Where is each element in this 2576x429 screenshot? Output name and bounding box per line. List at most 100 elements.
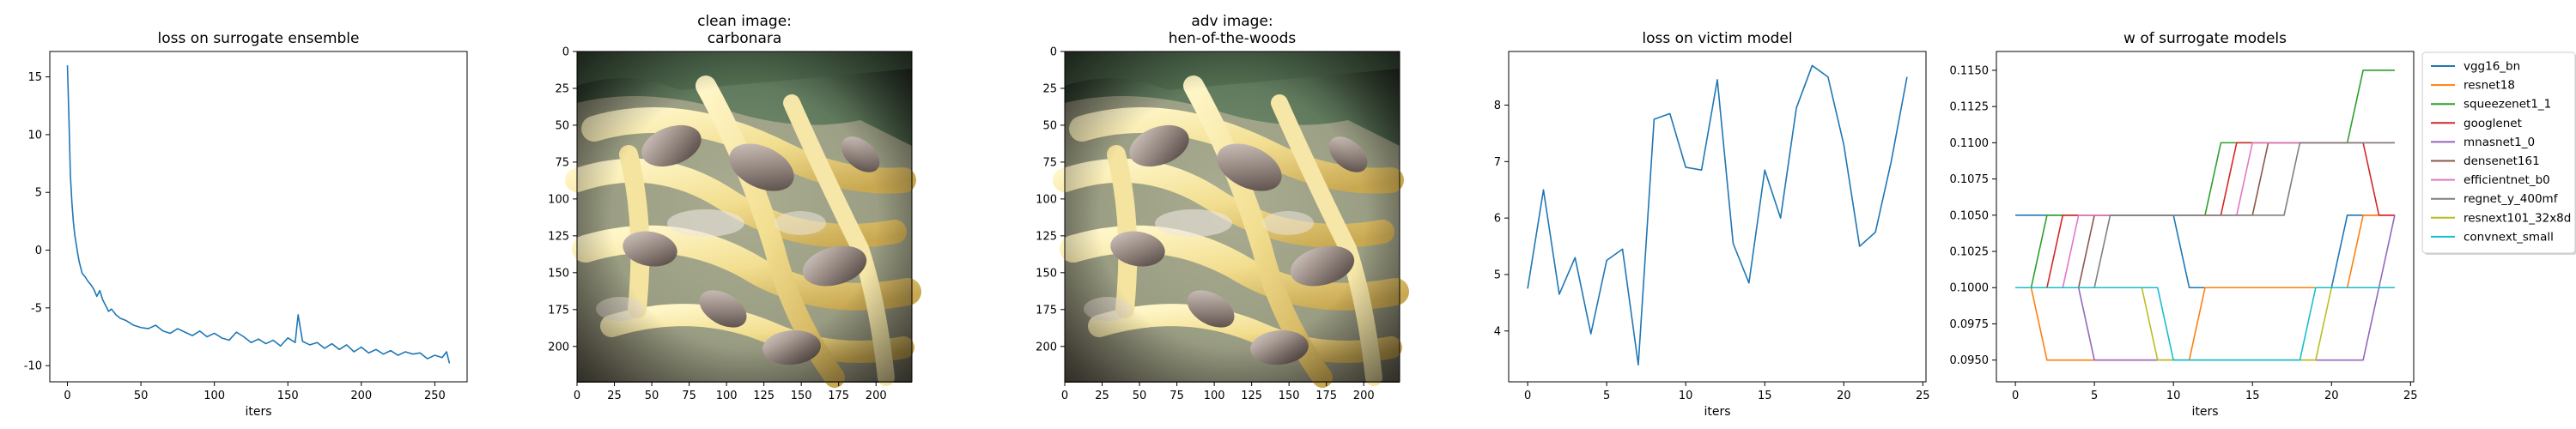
y-tick-label: 0.0950 bbox=[1950, 354, 1990, 367]
chart-title: adv image: hen-of-the-woods bbox=[1169, 13, 1297, 47]
chart-panel-4: w of surrogate models 0 5 10 15 20 25 0.0950 0.0… bbox=[1950, 30, 2576, 419]
x-tick-label: 5 bbox=[1603, 390, 1610, 402]
x-tick-label: 25 bbox=[1916, 390, 1930, 402]
legend-label: convnext_small bbox=[2464, 230, 2554, 244]
x-axis-label: iters bbox=[1704, 405, 1730, 419]
x-tick-label: 75 bbox=[1170, 390, 1184, 402]
y-tick-label: 100 bbox=[1036, 193, 1057, 206]
y-tick-label: 50 bbox=[555, 119, 569, 132]
y-tick-label: 0.1000 bbox=[1950, 282, 1990, 295]
y-tick-label: 0.1075 bbox=[1950, 173, 1990, 186]
y-tick-label: 25 bbox=[1042, 82, 1057, 95]
chart-title-line: loss on victim model bbox=[1642, 30, 1792, 47]
y-tick-label: 200 bbox=[548, 341, 569, 353]
y-tick-label: 5 bbox=[1494, 269, 1501, 281]
axes-frame bbox=[1508, 51, 1927, 383]
y-tick-label: 5 bbox=[35, 187, 42, 200]
y-tick-label: 200 bbox=[1036, 341, 1057, 353]
series-line-0 bbox=[66, 65, 451, 364]
y-tick-label: 0.0975 bbox=[1950, 318, 1990, 331]
axes-frame bbox=[1064, 51, 1400, 383]
x-tick-label: 15 bbox=[2245, 390, 2260, 402]
y-tick-label: 0.1050 bbox=[1950, 209, 1990, 222]
x-tick-label: 125 bbox=[753, 390, 775, 402]
series-group bbox=[2015, 69, 2396, 361]
x-tick-label: 50 bbox=[1133, 390, 1147, 402]
y-tick-label: 50 bbox=[1042, 119, 1057, 132]
y-tick-label: 150 bbox=[548, 267, 569, 280]
y-tick-label: 0 bbox=[35, 245, 42, 257]
x-tick-label: 0 bbox=[64, 390, 70, 402]
x-tick-label: 100 bbox=[716, 390, 738, 402]
x-axis-label: iters bbox=[2191, 405, 2218, 419]
x-tick-label: 0 bbox=[1524, 390, 1531, 402]
series-line-vgg16-bn bbox=[2015, 214, 2395, 289]
series-line-0 bbox=[1527, 64, 1908, 366]
y-tick-label: 75 bbox=[555, 156, 569, 169]
y-tick-label: -10 bbox=[24, 360, 42, 373]
axes-frame bbox=[1996, 51, 2415, 383]
x-tick-label: 10 bbox=[2166, 390, 2181, 402]
series-line-convnext-small bbox=[2015, 287, 2395, 361]
x-tick-label: 50 bbox=[134, 390, 149, 402]
pasta-image bbox=[1065, 51, 1400, 383]
x-tick-label: 75 bbox=[682, 390, 696, 402]
chart-title-line: w of surrogate models bbox=[2123, 30, 2287, 47]
x-tick-label: 250 bbox=[424, 390, 446, 402]
x-tick-label: 20 bbox=[2324, 390, 2339, 402]
x-tick-label: 50 bbox=[645, 390, 659, 402]
y-tick-label: 125 bbox=[1036, 230, 1057, 243]
x-tick-label: 0 bbox=[574, 390, 580, 402]
x-tick-label: 150 bbox=[277, 390, 299, 402]
chart-title-line: adv image: bbox=[1191, 13, 1273, 30]
x-tick-label: 10 bbox=[1679, 390, 1693, 402]
x-tick-label: 200 bbox=[350, 390, 372, 402]
x-tick-label: 125 bbox=[1241, 390, 1262, 402]
chart-panel-3: loss on victim model 0 5 10 15 20 25 4 5 6 7 8 iters bbox=[1494, 30, 1930, 419]
x-tick-label: 25 bbox=[607, 390, 622, 402]
axes-frame bbox=[49, 51, 468, 383]
chart-panel-2: adv image: hen-of-the-woods 0 25 50 75 100 125 1… bbox=[1036, 13, 1400, 402]
series-group bbox=[1527, 64, 1908, 366]
y-tick-label: 7 bbox=[1494, 156, 1501, 169]
x-tick-label: 100 bbox=[204, 390, 225, 402]
chart-title-line: clean image: bbox=[697, 13, 792, 30]
y-tick-label: 75 bbox=[1042, 156, 1057, 169]
x-tick-label: 0 bbox=[1061, 390, 1068, 402]
legend-label: efficientnet_b0 bbox=[2464, 173, 2550, 187]
y-tick-label: 0 bbox=[562, 46, 569, 59]
legend-label: resnet18 bbox=[2464, 79, 2515, 93]
series-group bbox=[66, 65, 451, 364]
legend-label: resnext101_32x8d bbox=[2464, 211, 2571, 225]
y-tick-label: 0.1150 bbox=[1950, 64, 1990, 77]
series-line-resnext101-32x8d bbox=[2015, 287, 2395, 361]
chart-title: clean image: carbonara bbox=[697, 13, 792, 47]
chart-title: w of surrogate models bbox=[2123, 30, 2287, 47]
x-tick-label: 25 bbox=[2403, 390, 2418, 402]
x-tick-label: 5 bbox=[2091, 390, 2098, 402]
y-tick-label: 175 bbox=[1036, 304, 1057, 317]
chart-panel-1: clean image: carbonara 0 25 50 75 100 125 150 175… bbox=[548, 13, 912, 402]
x-tick-label: 150 bbox=[1279, 390, 1300, 402]
y-tick-label: 0.1025 bbox=[1950, 246, 1990, 259]
y-tick-label: 100 bbox=[548, 193, 569, 206]
y-tick-label: 10 bbox=[27, 129, 42, 142]
chart-title-line: carbonara bbox=[708, 30, 782, 47]
legend-label: vgg16_bn bbox=[2464, 60, 2520, 74]
x-tick-label: 175 bbox=[828, 390, 849, 402]
legend-label: squeezenet1_1 bbox=[2464, 98, 2551, 112]
x-tick-label: 15 bbox=[1758, 390, 1772, 402]
y-tick-label: 4 bbox=[1494, 325, 1501, 338]
chart-title-line: loss on surrogate ensemble bbox=[158, 30, 360, 47]
legend: vgg16_bn resnet18 squeezenet1_1 googlenet mn… bbox=[2421, 51, 2576, 255]
series-line-squeezenet1-1 bbox=[2015, 69, 2395, 289]
y-tick-label: 25 bbox=[555, 82, 569, 95]
legend-box bbox=[2421, 51, 2576, 254]
x-tick-label: 0 bbox=[2012, 390, 2019, 402]
pasta-image bbox=[577, 51, 912, 383]
y-tick-label: 0.1125 bbox=[1950, 101, 1990, 114]
chart-title-line: hen-of-the-woods bbox=[1169, 30, 1297, 47]
y-tick-label: 0 bbox=[1050, 46, 1057, 59]
